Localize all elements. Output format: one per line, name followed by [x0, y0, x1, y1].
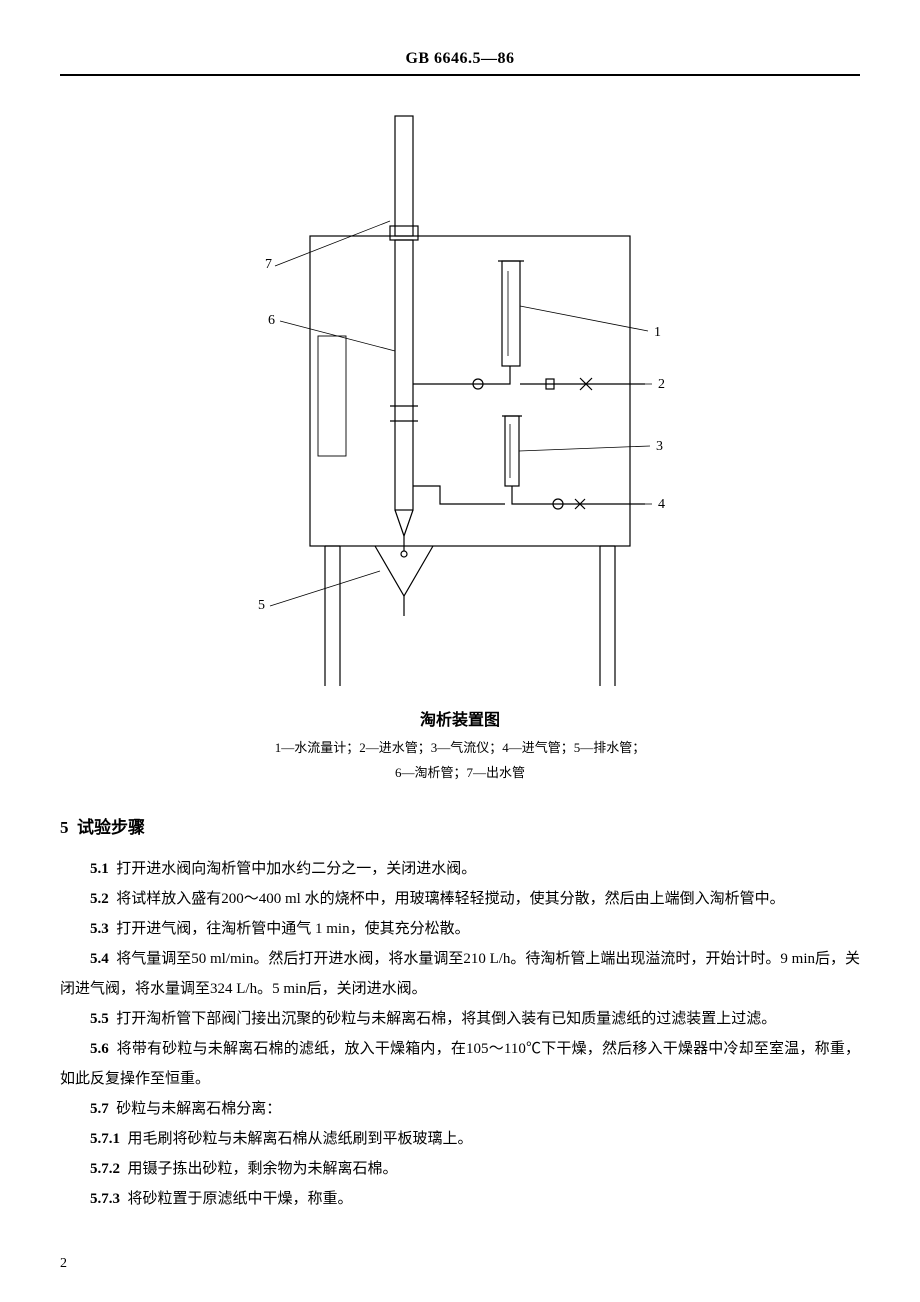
step-num-5-7-3: 5.7.3 [90, 1191, 120, 1207]
figure-label-1: 1 [654, 325, 661, 340]
figure-label-6: 6 [268, 313, 275, 328]
section-title-text: 试验步骤 [77, 818, 145, 837]
step-text-5-7: 砂粒与未解离石棉分离： [116, 1101, 281, 1117]
step-num-5-7-1: 5.7.1 [90, 1131, 120, 1147]
step-num-5-7-2: 5.7.2 [90, 1161, 120, 1177]
step-text-5-4: 将气量调至50 ml/min。然后打开进水阀，将水量调至210 L/h。待淘析管… [60, 951, 860, 997]
step-text-5-5: 打开淘析管下部阀门接出沉聚的砂粒与未解离石棉，将其倒入装有已知质量滤纸的过滤装置… [116, 1011, 776, 1027]
step-num-5-7: 5.7 [90, 1101, 109, 1117]
step-num-5-3: 5.3 [90, 921, 109, 937]
step-text-5-7-1: 用毛刷将砂粒与未解离石棉从滤纸刷到平板玻璃上。 [128, 1131, 473, 1147]
step-text-5-7-2: 用镊子拣出砂粒，剩余物为未解离石棉。 [128, 1161, 398, 1177]
section-title: 5 试验步骤 [60, 813, 860, 838]
step-num-5-6: 5.6 [90, 1041, 109, 1057]
standard-code-header: GB 6646.5—86 [60, 50, 860, 76]
figure-legend-line2: 6—淘析管；7—出水管 [395, 765, 525, 780]
figure-label-2: 2 [658, 377, 665, 392]
step-num-5-4: 5.4 [90, 951, 109, 967]
step-num-5-1: 5.1 [90, 861, 109, 877]
step-text-5-3: 打开进气阀，往淘析管中通气 1 min，使其充分松散。 [116, 921, 469, 937]
figure-title: 淘析装置图 [60, 706, 860, 730]
figure-label-4: 4 [658, 497, 665, 512]
step-num-5-5: 5.5 [90, 1011, 109, 1027]
figure-legend-line1: 1—水流量计；2—进水管；3—气流仪；4—进气管；5—排水管； [275, 740, 646, 755]
step-text-5-6: 将带有砂粒与未解离石棉的滤纸，放入干燥箱内，在105～110℃下干燥，然后移入干… [60, 1041, 860, 1087]
figure-legend: 1—水流量计；2—进水管；3—气流仪；4—进气管；5—排水管； 6—淘析管；7—… [60, 736, 860, 785]
step-text-5-7-3: 将砂粒置于原滤纸中干燥，称重。 [128, 1191, 353, 1207]
page-number: 2 [60, 1256, 67, 1272]
step-text-5-2: 将试样放入盛有200～400 ml 水的烧杯中，用玻璃棒轻轻搅动，使其分散，然后… [116, 891, 784, 907]
section-number: 5 [60, 818, 69, 837]
apparatus-diagram: 7 6 5 1 2 3 4 [240, 106, 680, 696]
step-num-5-2: 5.2 [90, 891, 109, 907]
figure-label-3: 3 [656, 439, 663, 454]
figure-container: 7 6 5 1 2 3 4 [60, 106, 860, 696]
page-container: GB 6646.5—86 [0, 0, 920, 1302]
figure-label-5: 5 [258, 598, 265, 613]
figure-label-7: 7 [265, 257, 272, 272]
step-text-5-1: 打开进水阀向淘析管中加水约二分之一，关闭进水阀。 [116, 861, 476, 877]
body-text: 5.1 打开进水阀向淘析管中加水约二分之一，关闭进水阀。 5.2 将试样放入盛有… [60, 854, 860, 1214]
